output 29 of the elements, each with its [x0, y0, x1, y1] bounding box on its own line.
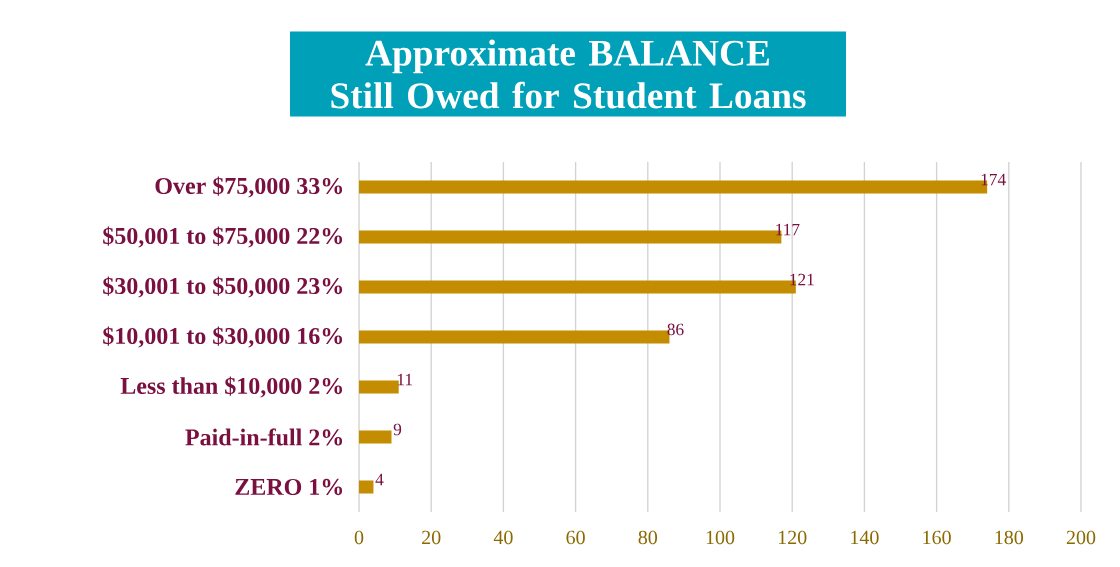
data-label: 4	[375, 473, 384, 486]
chart-title: Approximate BALANCE Still Owed for Student Loans	[331, 39, 806, 109]
data-label: 117	[776, 223, 800, 236]
y-tick-label: Paid-in-full 2%	[185, 428, 343, 446]
x-tick-label: 200	[1066, 530, 1096, 545]
y-tick-label: $10,001 to $30,000 16%	[103, 326, 343, 348]
data-label: 9	[393, 423, 402, 436]
bar	[359, 430, 392, 444]
x-tick-label: 180	[995, 530, 1024, 545]
x-tick-label: 0	[354, 530, 364, 545]
x-tick-label: 40	[493, 530, 513, 545]
y-tick-label: $50,001 to $75,000 22%	[103, 226, 343, 248]
data-label: 11	[397, 373, 413, 386]
x-tick-label: 160	[923, 530, 951, 545]
x-tick-label: 80	[638, 530, 658, 545]
x-tick-label: 100	[706, 530, 735, 545]
x-tick-label: 60	[566, 530, 585, 545]
y-tick-label: ZERO 1%	[235, 478, 343, 496]
x-tick-label: 120	[778, 530, 807, 545]
bar	[359, 480, 374, 494]
bar	[359, 380, 399, 394]
y-tick-label: Over $75,000 33%	[155, 176, 343, 198]
data-label: 86	[667, 323, 684, 336]
x-tick-label: 20	[422, 530, 441, 545]
x-tick-label: 140	[851, 530, 879, 545]
data-label: 121	[790, 273, 814, 286]
y-tick-label: Less than $10,000 2%	[120, 376, 343, 398]
y-tick-label: $30,001 to $50,000 23%	[103, 276, 343, 298]
data-label: 174	[981, 173, 1006, 186]
